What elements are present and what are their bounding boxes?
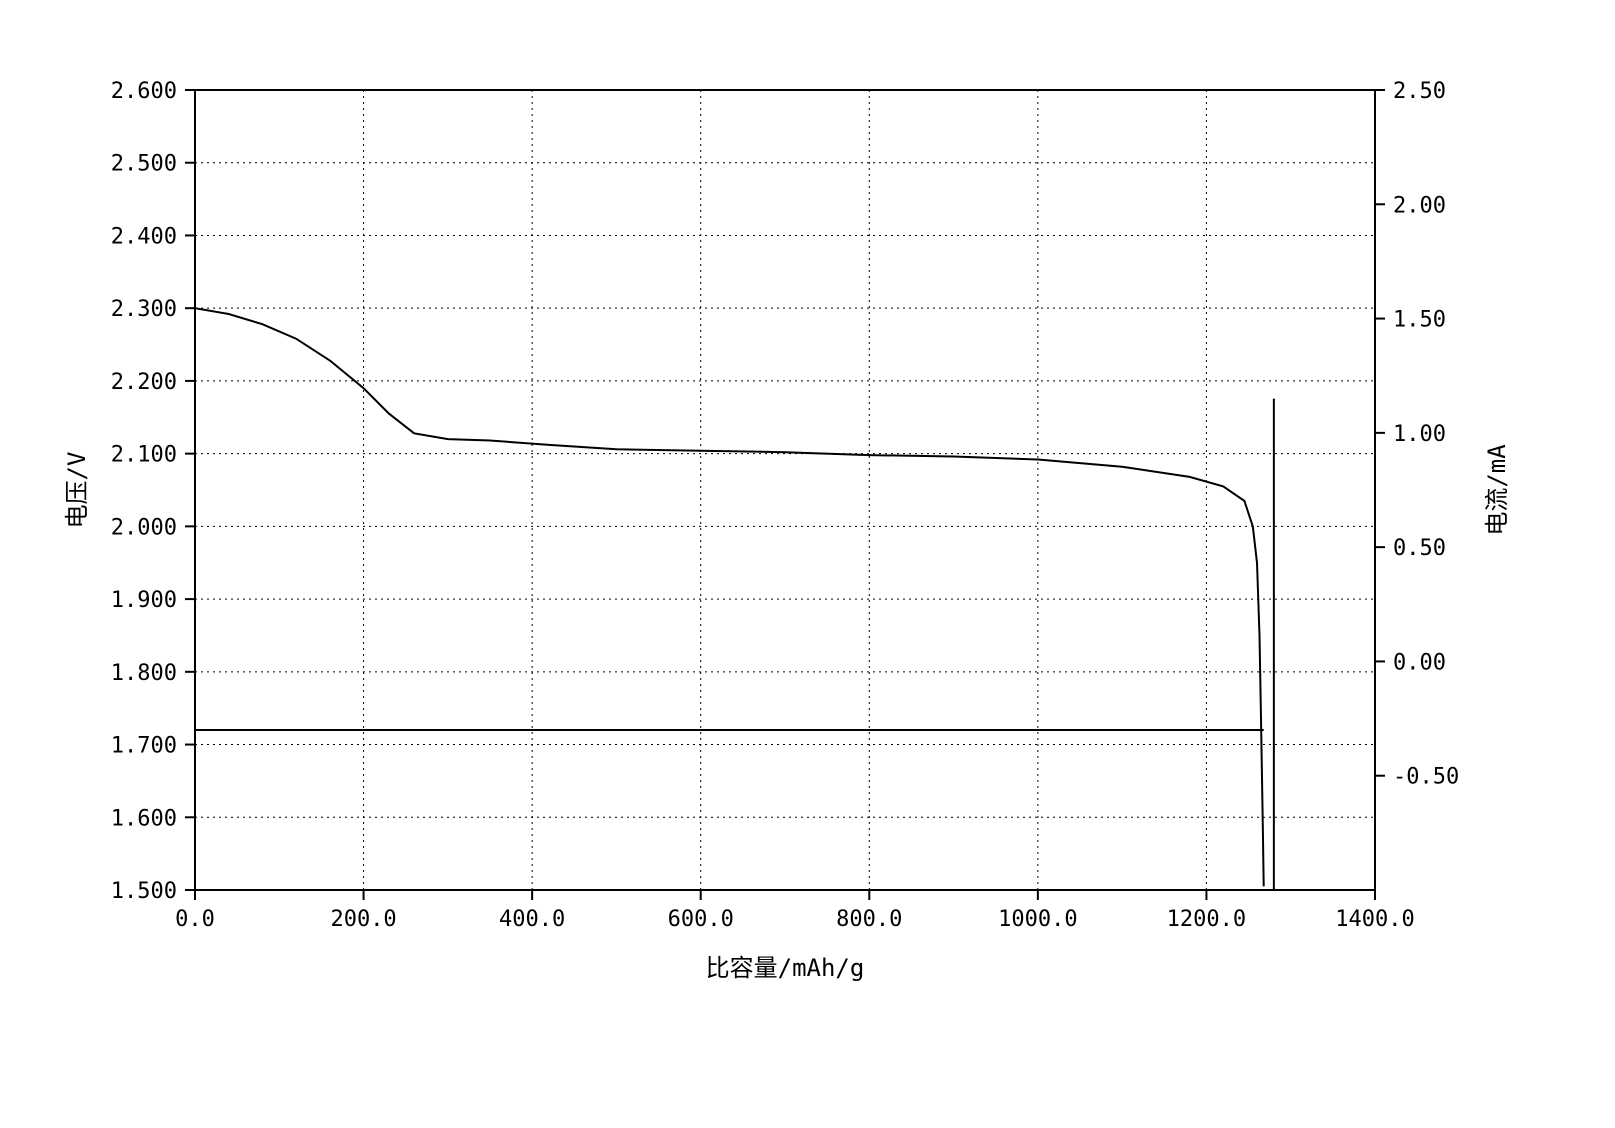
x-axis-label: 比容量/mAh/g (706, 954, 865, 982)
chart-container: { "chart": { "type": "line", "background… (0, 0, 1615, 1128)
y-left-axis-label: 电压/V (63, 452, 91, 529)
x-tick-label: 1400.0 (1335, 907, 1414, 932)
x-tick-label: 200.0 (330, 907, 396, 932)
yr-tick-label: 1.50 (1393, 308, 1446, 333)
yl-tick-label: 1.500 (111, 879, 177, 904)
yl-tick-label: 1.700 (111, 734, 177, 759)
yr-tick-label: 0.50 (1393, 536, 1446, 561)
yl-tick-label: 2.500 (111, 152, 177, 177)
x-tick-label: 400.0 (499, 907, 565, 932)
chart-svg: 0.0 200.0 400.0 600.0 800.0 1000.0 1200.0 1400.… (0, 0, 1615, 1128)
yr-tick-label: 0.00 (1393, 650, 1446, 675)
yr-tick-label: 2.50 (1393, 79, 1446, 104)
yl-tick-label: 1.600 (111, 806, 177, 831)
yl-tick-label: 2.000 (111, 515, 177, 540)
x-tick-label: 1000.0 (998, 907, 1077, 932)
yr-tick-label: 1.00 (1393, 422, 1446, 447)
x-tick-label: 1200.0 (1167, 907, 1246, 932)
voltage-curve (195, 308, 1264, 886)
x-tick-label: 800.0 (836, 907, 902, 932)
yl-tick-label: 1.800 (111, 661, 177, 686)
yl-tick-label: 2.100 (111, 443, 177, 468)
yl-tick-label: 2.600 (111, 79, 177, 104)
y-right-axis-label: 电流/mA (1483, 444, 1511, 536)
yl-tick-label: 2.400 (111, 224, 177, 249)
plot-border (195, 90, 1375, 890)
yr-tick-label: 2.00 (1393, 193, 1446, 218)
x-tick-label: 0.0 (175, 907, 215, 932)
x-tick-label: 600.0 (668, 907, 734, 932)
yl-tick-label: 2.200 (111, 370, 177, 395)
yr-tick-label: -0.50 (1393, 765, 1459, 790)
yl-tick-label: 2.300 (111, 297, 177, 322)
yl-tick-label: 1.900 (111, 588, 177, 613)
